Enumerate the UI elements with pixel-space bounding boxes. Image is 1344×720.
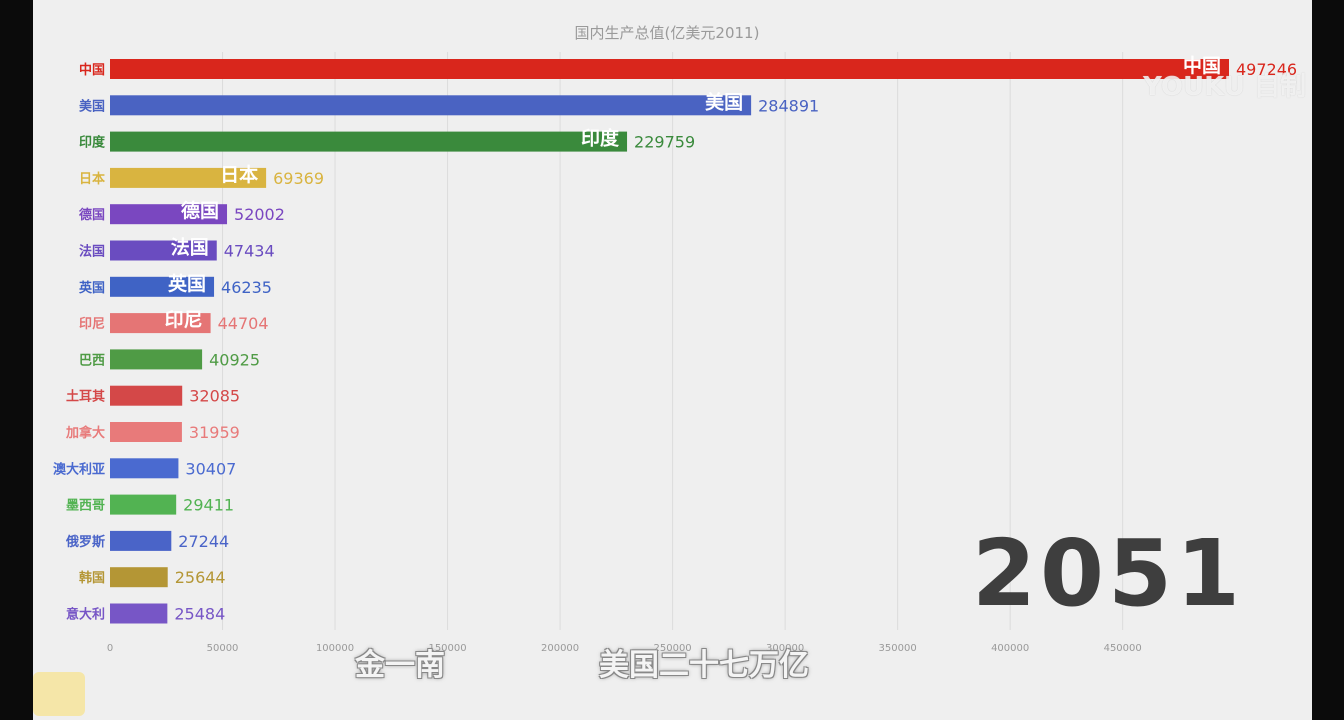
category-label: 德国 <box>79 207 105 223</box>
x-axis-ticks: 0 50000 100000 150000 200000 250000 300000 3500… <box>107 643 1142 654</box>
category-label: 意大利 <box>66 607 105 623</box>
subtitle-speaker: 金一南 <box>355 648 445 683</box>
bar <box>110 131 628 152</box>
bar <box>110 603 168 624</box>
bar <box>110 240 217 261</box>
bar <box>110 422 182 442</box>
chart-title: 国内生产总值(亿美元2011) <box>575 24 760 42</box>
category-label: 印尼 <box>79 317 105 332</box>
x-tick-label: 400000 <box>991 643 1029 654</box>
category-label: 美国 <box>79 98 105 114</box>
bar <box>110 313 211 334</box>
value-label: 32085 <box>189 387 240 406</box>
bar-inner-label: 美国 <box>705 90 743 113</box>
youku-watermark: YOUKU 自制 <box>1143 72 1306 102</box>
category-label: 巴西 <box>79 353 105 368</box>
x-tick-label: 50000 <box>207 643 239 654</box>
bar <box>110 204 228 225</box>
x-tick-label: 100000 <box>316 643 354 654</box>
bars <box>110 59 1229 624</box>
bar <box>110 349 203 370</box>
value-label: 69369 <box>273 169 324 188</box>
value-label: 40925 <box>209 350 260 369</box>
bar <box>110 59 1229 79</box>
value-labels: 497246 284891 229759 69369 52002 47434 46235 44… <box>174 60 1297 624</box>
bar <box>110 167 267 188</box>
category-label: 澳大利亚 <box>53 461 105 477</box>
bar-inner-label: 日本 <box>220 163 258 186</box>
bar <box>110 458 179 479</box>
video-frame: 国内生产总值(亿美元2011) 0 50000 100000 150000 200000… <box>33 0 1312 720</box>
x-tick-label: 300000 <box>766 643 804 654</box>
bar-inner-label: 印尼 <box>165 309 203 331</box>
bar <box>110 494 177 515</box>
category-label: 印度 <box>79 135 106 151</box>
category-label: 加拿大 <box>65 425 105 441</box>
bar-inner-label: 印度 <box>581 127 620 150</box>
value-label: 497246 <box>1236 60 1297 79</box>
x-tick-label: 350000 <box>879 643 917 654</box>
category-label: 俄罗斯 <box>65 534 105 550</box>
value-label: 31959 <box>189 423 240 442</box>
category-label: 土耳其 <box>66 389 105 405</box>
x-tick-label: 150000 <box>428 643 466 654</box>
bar-inner-label: 中国 <box>1183 54 1221 77</box>
value-label: 229759 <box>634 133 695 152</box>
value-label: 25644 <box>175 568 226 587</box>
value-label: 25484 <box>174 605 225 624</box>
bar-inner-label: 德国 <box>181 199 219 222</box>
corner-overlay <box>33 672 85 716</box>
bar <box>110 567 168 588</box>
value-label: 52002 <box>234 205 285 224</box>
x-tick-label: 450000 <box>1104 643 1142 654</box>
value-label: 47434 <box>224 242 275 261</box>
category-label: 法国 <box>79 244 105 260</box>
x-tick-label: 200000 <box>541 643 579 654</box>
value-label: 30407 <box>185 459 236 478</box>
bar-inner-label: 法国 <box>171 236 209 259</box>
category-label: 韩国 <box>79 570 105 586</box>
category-label: 墨西哥 <box>66 498 105 514</box>
category-label: 英国 <box>78 280 105 296</box>
value-label: 44704 <box>218 314 269 333</box>
value-label: 46235 <box>221 278 272 297</box>
bar <box>110 95 752 116</box>
year-label: 2051 <box>971 520 1244 627</box>
value-label: 284891 <box>758 96 819 115</box>
bar <box>110 385 183 406</box>
x-tick-label: 0 <box>107 643 113 654</box>
subtitle-caption: 美国二十七万亿 <box>599 648 809 683</box>
category-label: 日本 <box>79 171 105 187</box>
category-label: 中国 <box>79 62 105 78</box>
value-label: 27244 <box>178 532 229 551</box>
value-label: 29411 <box>183 496 234 515</box>
grid-lines <box>222 52 1124 630</box>
x-tick-label: 250000 <box>654 643 692 654</box>
bar <box>110 276 215 297</box>
bar-chart: 国内生产总值(亿美元2011) 0 50000 100000 150000 200000… <box>53 24 1297 654</box>
bar <box>110 530 172 551</box>
bar-inner-label: 英国 <box>168 272 206 295</box>
